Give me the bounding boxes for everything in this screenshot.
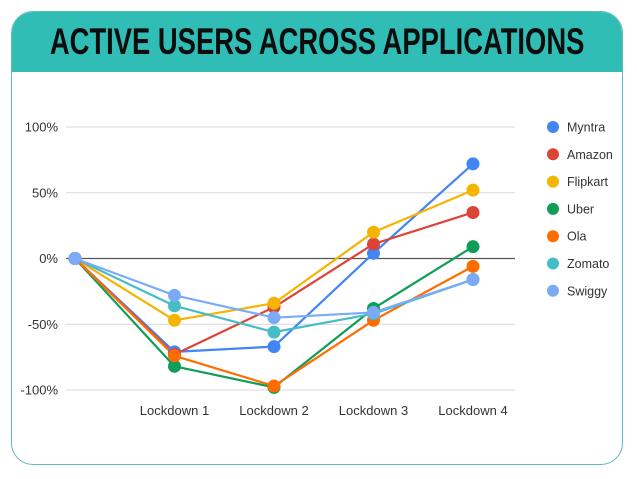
x-tick-label: Lockdown 4 xyxy=(438,403,507,418)
data-point-uber xyxy=(466,240,480,254)
data-point-flipkart xyxy=(267,296,281,310)
data-point-ola xyxy=(267,379,281,393)
legend-label: Myntra xyxy=(567,121,605,135)
data-point-amazon xyxy=(367,237,380,251)
legend-item-ola: Ola xyxy=(547,230,587,244)
data-point-ola xyxy=(466,259,480,273)
legend-item-zomato: Zomato xyxy=(547,257,609,271)
legend-marker xyxy=(547,202,559,215)
data-point-swiggy xyxy=(168,288,181,302)
legend-marker xyxy=(547,175,559,188)
legend-item-uber: Uber xyxy=(547,202,594,216)
y-tick-label: 0% xyxy=(39,251,58,266)
y-tick-label: 100% xyxy=(25,120,59,135)
x-tick-label: Lockdown 1 xyxy=(140,403,209,418)
y-tick-label: -50% xyxy=(28,317,59,332)
data-point-flipkart xyxy=(367,225,380,239)
y-axis-ticks: 100% 50% 0% -50% -100% xyxy=(20,120,58,398)
gridlines xyxy=(66,126,515,391)
legend-marker xyxy=(547,121,559,133)
data-point-amazon xyxy=(466,205,480,219)
data-point-swiggy xyxy=(367,305,380,319)
legend-item-amazon: Amazon xyxy=(547,148,613,162)
legend: Myntra Amazon Flipkart Uber Ola Zomato Swiggy xyxy=(547,121,613,298)
legend-marker xyxy=(547,284,559,297)
chart-frame: ACTIVE USERS ACROSS APPLICATIONS xyxy=(11,11,623,465)
data-point-flipkart xyxy=(168,313,181,327)
chart-title: ACTIVE USERS ACROSS APPLICATIONS xyxy=(49,21,585,62)
data-point-zomato xyxy=(168,299,181,313)
legend-label: Zomato xyxy=(567,257,609,271)
legend-marker xyxy=(547,148,559,161)
y-tick-label: 50% xyxy=(32,185,58,200)
legend-marker xyxy=(547,257,559,270)
legend-item-flipkart: Flipkart xyxy=(547,175,609,189)
data-point-myntra xyxy=(466,157,480,171)
x-axis-ticks: Lockdown 1 Lockdown 2 Lockdown 3 Lockdown 4 xyxy=(140,403,508,418)
x-tick-label: Lockdown 2 xyxy=(239,403,308,418)
data-point-myntra xyxy=(367,246,380,260)
x-tick-label: Lockdown 3 xyxy=(339,403,408,418)
legend-marker xyxy=(547,230,559,243)
legend-label: Ola xyxy=(567,230,587,244)
data-point-zomato xyxy=(267,325,281,339)
data-point-flipkart xyxy=(466,183,480,197)
series-points xyxy=(68,157,480,394)
data-point-swiggy xyxy=(466,273,480,287)
data-point-swiggy xyxy=(68,252,82,265)
series-lines xyxy=(74,163,474,389)
legend-label: Amazon xyxy=(567,148,613,162)
data-point-swiggy xyxy=(267,311,281,325)
y-tick-label: -100% xyxy=(20,383,58,398)
data-point-myntra xyxy=(267,340,281,354)
legend-label: Uber xyxy=(567,202,594,216)
data-point-uber xyxy=(168,359,181,373)
legend-label: Swiggy xyxy=(567,284,608,298)
legend-item-swiggy: Swiggy xyxy=(547,284,608,298)
legend-label: Flipkart xyxy=(567,175,609,189)
legend-item-myntra: Myntra xyxy=(547,121,605,135)
data-point-ola xyxy=(168,349,181,363)
chart-header: ACTIVE USERS ACROSS APPLICATIONS xyxy=(12,12,622,72)
